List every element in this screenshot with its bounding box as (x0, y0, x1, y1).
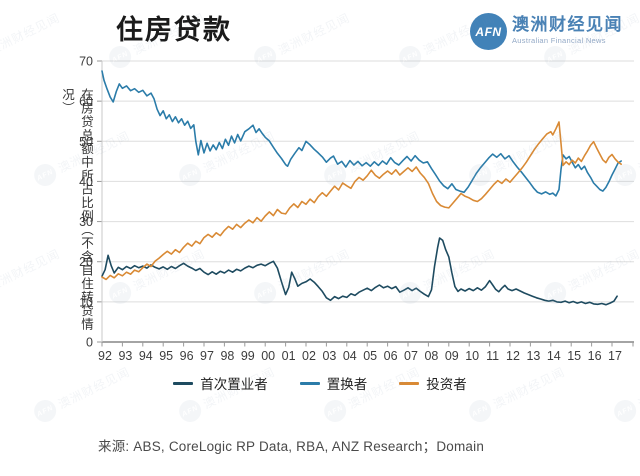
x-tick-label: 13 (526, 349, 540, 363)
y-axis-label: 在房贷总额中所占比例（不含自住转贷情况） (60, 88, 93, 331)
x-tick-label: 96 (180, 349, 194, 363)
legend-swatch-icon (399, 381, 420, 385)
x-tick-label: 98 (220, 349, 234, 363)
x-tick-label: 05 (363, 349, 377, 363)
legend-item-0: 首次置业者 (173, 373, 268, 393)
legend-swatch-icon (299, 381, 320, 385)
x-tick-label: 93 (118, 349, 132, 363)
legend-label: 首次置业者 (200, 377, 268, 392)
y-tick-label: 70 (79, 55, 93, 69)
x-tick-label: 04 (343, 349, 357, 363)
x-tick-label: 17 (608, 349, 622, 363)
x-tick-label: 10 (465, 349, 479, 363)
x-tick-label: 00 (261, 349, 275, 363)
y-tick-label: 60 (79, 95, 93, 109)
series-line-投资者 (101, 121, 623, 281)
legend-label: 置换者 (326, 377, 368, 392)
y-tick-label: 10 (79, 295, 93, 309)
afn-logo-icon: AFN (470, 13, 507, 50)
afn-logo-abbr: AFN (475, 24, 502, 39)
x-tick-label: 14 (547, 349, 561, 363)
x-tick-label: 02 (302, 349, 316, 363)
y-tick-label: 0 (86, 336, 93, 350)
series-line-首次置业者 (101, 237, 618, 306)
afn-logo: AFN 澳洲财经见闻 Australian Financial News (470, 13, 623, 50)
afn-logo-name-en: Australian Financial News (512, 36, 606, 46)
afn-logo-name-zh: 澳洲财经见闻 (512, 15, 623, 34)
legend-swatch-icon (173, 381, 194, 385)
x-tick-label: 94 (139, 349, 153, 363)
line-chart: 0 10 20 30 40 50 60 70 92 93 94 95 96 97 98 99 00 01 02 03 0… (79, 55, 634, 363)
source-line: 来源: ABS, CoreLogic RP Data, RBA, ANZ Res… (98, 439, 485, 454)
legend-label: 投资者 (426, 377, 467, 392)
y-tick-label: 20 (79, 255, 93, 269)
y-tick-label: 50 (79, 135, 93, 149)
x-tick-label: 16 (588, 349, 602, 363)
afn-logo-text: 澳洲财经见闻 Australian Financial News (512, 13, 623, 45)
series-line-置换者 (101, 70, 623, 197)
x-tick-label: 97 (200, 349, 214, 363)
x-tick-label: 06 (384, 349, 398, 363)
x-tick-label: 99 (241, 349, 255, 363)
x-tick-label: 03 (322, 349, 336, 363)
x-tick-label: 09 (445, 349, 459, 363)
x-tick-label: 92 (98, 349, 112, 363)
y-tick-label: 40 (79, 175, 93, 189)
x-tick-label: 01 (282, 349, 296, 363)
x-tick-label: 15 (567, 349, 581, 363)
x-tick-label: 95 (159, 349, 173, 363)
chart-legend: 首次置业者 置换者 投资者 (0, 373, 640, 393)
chart-title: 住房贷款 (116, 15, 232, 45)
x-tick-label: 07 (404, 349, 418, 363)
legend-item-2: 投资者 (399, 373, 467, 393)
x-tick-label: 11 (486, 349, 499, 363)
x-tick-label: 12 (506, 349, 520, 363)
legend-item-1: 置换者 (299, 373, 368, 393)
x-tick-label: 08 (424, 349, 438, 363)
y-tick-label: 30 (79, 215, 93, 229)
